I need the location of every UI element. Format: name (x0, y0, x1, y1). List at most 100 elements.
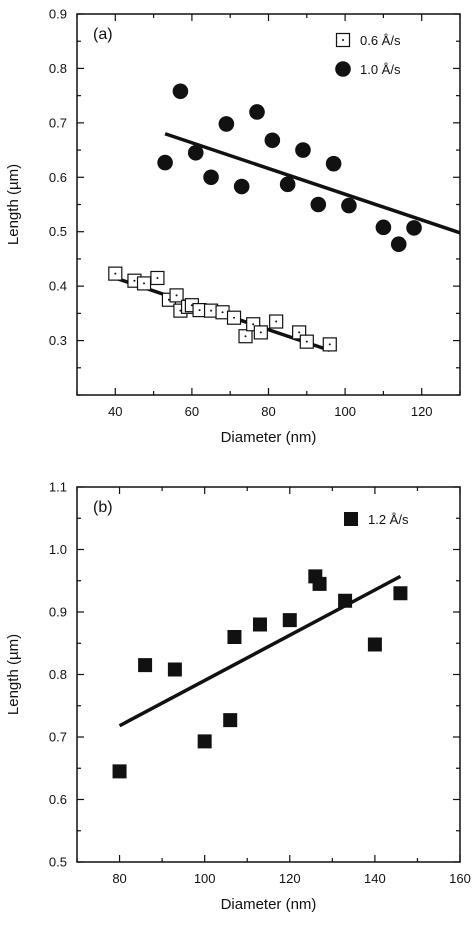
legend-label: 1.0 Å/s (360, 62, 401, 77)
y-tick-label: 0.5 (49, 855, 67, 870)
data-point (299, 334, 314, 349)
data-point (341, 197, 357, 214)
data-point (169, 288, 184, 303)
panel-label: (b) (93, 499, 113, 516)
data-point-dot (198, 309, 201, 312)
data-point (282, 613, 297, 628)
chart-panel-1: 80 100 120 140 160 0.5 0.6 0.7 0.8 0.9 1.0 1.1 Diame… (5, 480, 471, 914)
data-point (322, 337, 337, 352)
data-point (249, 104, 265, 120)
data-point-dot (328, 343, 331, 346)
y-tick-label: 0.7 (49, 730, 67, 745)
x-tick-label: 140 (364, 871, 386, 886)
data-point (310, 196, 327, 213)
data-point-dot (133, 279, 136, 282)
data-point (325, 155, 342, 172)
x-tick-label: 100 (334, 404, 356, 419)
data-point-dot (298, 331, 301, 334)
y-tick-label: 0.3 (49, 333, 67, 348)
data-point-dot (114, 272, 117, 275)
data-point (264, 132, 281, 149)
legend-label: 1.2 Å/s (368, 512, 409, 527)
data-point (150, 270, 165, 286)
data-point-dot (143, 282, 146, 285)
data-point-dot (259, 331, 262, 334)
data-point (295, 142, 311, 158)
fit-line (164, 132, 461, 235)
data-point (157, 154, 173, 171)
data-point (223, 713, 238, 728)
x-axis-title: Diameter (nm) (221, 429, 317, 446)
data-point (312, 576, 327, 591)
data-point (227, 630, 242, 644)
data-point-dot (167, 298, 170, 301)
y-tick-label: 0.8 (49, 61, 67, 76)
data-point (138, 658, 153, 673)
data-point (338, 593, 353, 608)
x-tick-label: 80 (112, 871, 126, 886)
y-tick-label: 0.8 (49, 667, 67, 682)
y-tick-label: 0.9 (49, 605, 67, 620)
y-tick-label: 0.4 (49, 279, 67, 294)
data-point-dot (244, 335, 247, 338)
data-point (112, 764, 127, 779)
data-point (279, 176, 296, 193)
y-tick-label: 0.6 (49, 792, 67, 807)
fit-line (118, 574, 402, 728)
data-point (269, 314, 284, 329)
data-point-dot (305, 340, 308, 343)
x-axis-title: Diameter (nm) (221, 896, 317, 913)
data-point-dot (190, 304, 193, 307)
x-tick-label: 120 (279, 871, 301, 886)
y-tick-label: 1.1 (49, 480, 67, 495)
data-point (252, 617, 267, 632)
data-point-dot (179, 309, 182, 312)
y-tick-label: 0.9 (49, 7, 67, 22)
data-point (406, 220, 422, 236)
data-point-dot (221, 311, 224, 314)
x-tick-label: 100 (194, 871, 216, 886)
y-tick-label: 0.7 (49, 115, 67, 130)
legend-marker (344, 512, 358, 526)
legend-marker-dot (342, 39, 344, 41)
chart-layer: 40 60 80 100 120 0.3 0.4 0.5 0.6 0.7 0.8 0.9 Diamete… (5, 7, 471, 914)
x-tick-label: 160 (449, 871, 471, 886)
legend-marker (335, 61, 351, 77)
data-point (197, 734, 212, 749)
data-point (390, 236, 407, 253)
chart-panel-0: 40 60 80 100 120 0.3 0.4 0.5 0.6 0.7 0.8 0.9 Diamete… (5, 7, 461, 446)
data-point-dot (275, 320, 278, 323)
x-tick-label: 80 (261, 404, 275, 419)
y-tick-label: 1.0 (49, 542, 67, 557)
data-point (367, 637, 382, 652)
data-point-dot (210, 309, 213, 312)
data-point (253, 325, 268, 340)
x-tick-label: 60 (185, 404, 199, 419)
data-point (203, 169, 219, 186)
data-point (226, 310, 242, 325)
series-0 (108, 266, 337, 353)
series-0 (112, 569, 408, 779)
legend-marker (335, 32, 351, 48)
y-tick-label: 0.6 (49, 170, 67, 185)
data-point (238, 329, 253, 344)
data-point (233, 178, 250, 195)
data-point (136, 276, 152, 291)
y-tick-label: 0.5 (49, 224, 67, 239)
data-point-dot (175, 294, 178, 297)
data-point (108, 266, 123, 281)
y-axis-title: Length (µm) (5, 634, 22, 715)
data-point (218, 116, 235, 132)
data-point (187, 144, 204, 161)
data-point-dot (233, 316, 236, 319)
data-point-dot (156, 276, 159, 279)
data-point (172, 83, 189, 100)
x-tick-label: 40 (108, 404, 122, 419)
series-1 (157, 83, 461, 253)
data-point-dot (252, 323, 255, 326)
panel-label: (a) (93, 26, 113, 43)
legend-label: 0.6 Å/s (360, 33, 401, 48)
x-tick-label: 120 (411, 404, 433, 419)
